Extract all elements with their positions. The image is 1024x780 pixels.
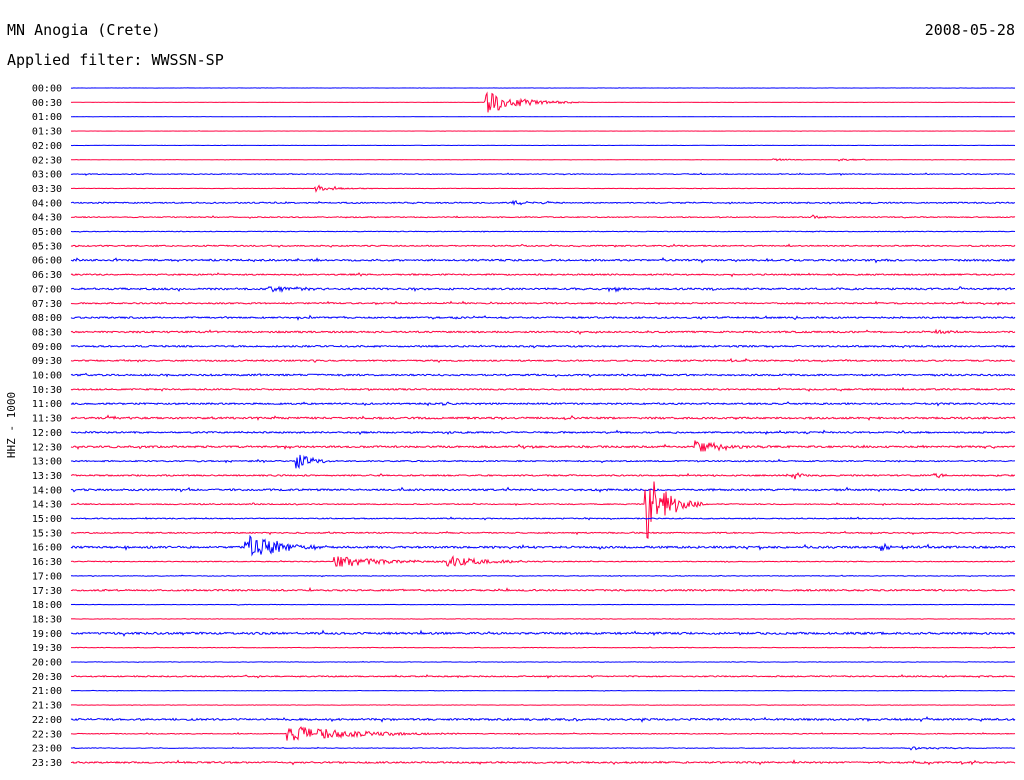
trace-2200: [70, 716, 1016, 723]
trace-1900: [70, 629, 1016, 637]
station-title: MN Anogia (Crete): [7, 21, 161, 39]
trace-2130: [70, 704, 1016, 707]
trace-1630: [70, 555, 1016, 567]
time-label-2200: 22:00: [32, 715, 62, 726]
time-label-0530: 05:30: [32, 241, 62, 252]
trace-0630: [70, 272, 1016, 278]
trace-1800: [70, 603, 1016, 606]
time-label-0200: 02:00: [32, 141, 62, 152]
time-label-2230: 22:30: [32, 729, 62, 740]
time-label-0100: 01:00: [32, 112, 62, 123]
trace-0430: [70, 214, 1016, 220]
trace-1230: [70, 440, 1016, 452]
time-label-0700: 07:00: [32, 284, 62, 295]
time-label-0130: 01:30: [32, 127, 62, 138]
time-label-2330: 23:30: [32, 758, 62, 769]
trace-2100: [70, 689, 1016, 692]
trace-0500: [70, 230, 1016, 233]
trace-0730: [70, 300, 1016, 306]
time-label-0500: 05:00: [32, 227, 62, 238]
time-label-0930: 09:30: [32, 356, 62, 367]
time-label-0330: 03:30: [32, 184, 62, 195]
trace-2030: [71, 673, 1015, 679]
time-label-2130: 21:30: [32, 701, 62, 712]
trace-0600: [70, 257, 1016, 264]
time-label-0000: 00:00: [32, 84, 62, 95]
trace-0230: [70, 158, 1015, 162]
time-label-1500: 15:00: [32, 514, 62, 525]
time-label-1030: 10:30: [32, 385, 62, 396]
trace-1500: [70, 516, 1015, 521]
trace-0830: [70, 328, 1016, 335]
time-label-0400: 04:00: [32, 198, 62, 209]
time-label-1830: 18:30: [32, 614, 62, 625]
time-label-1930: 19:30: [32, 643, 62, 654]
time-label-2030: 20:30: [32, 672, 62, 683]
time-label-1700: 17:00: [32, 571, 62, 582]
trace-0330: [70, 184, 1016, 193]
time-label-1600: 16:00: [32, 543, 62, 554]
time-label-0300: 03:00: [32, 170, 62, 181]
trace-1830: [70, 617, 1016, 620]
trace-0900: [70, 344, 1016, 349]
trace-0700: [70, 285, 1015, 293]
trace-1530: [70, 530, 1016, 536]
time-label-1630: 16:30: [32, 557, 62, 568]
time-label-1430: 14:30: [32, 500, 62, 511]
time-label-0900: 09:00: [32, 342, 62, 353]
trace-2000: [70, 660, 1016, 664]
time-label-1100: 11:00: [32, 399, 62, 410]
time-label-1800: 18:00: [32, 600, 62, 611]
trace-2330: [70, 759, 1016, 766]
trace-1030: [70, 386, 1016, 392]
time-label-0630: 06:30: [32, 270, 62, 281]
trace-1100: [70, 401, 1016, 407]
trace-2230: [70, 726, 1016, 741]
time-label-1330: 13:30: [32, 471, 62, 482]
trace-0530: [70, 243, 1016, 248]
trace-0030: [70, 91, 1016, 113]
time-label-2300: 23:00: [32, 744, 62, 755]
time-label-2100: 21:00: [32, 686, 62, 697]
trace-1000: [70, 372, 1016, 378]
time-label-1900: 19:00: [32, 629, 62, 640]
time-label-1730: 17:30: [32, 586, 62, 597]
trace-1200: [70, 429, 1016, 436]
time-label-1200: 12:00: [32, 428, 62, 439]
filter-subtitle: Applied filter: WWSSN-SP: [7, 51, 224, 69]
trace-0930: [70, 357, 1016, 364]
time-label-1300: 13:00: [32, 457, 62, 468]
time-label-0830: 08:30: [32, 327, 62, 338]
trace-1300: [70, 454, 1015, 470]
time-label-0600: 06:00: [32, 256, 62, 267]
trace-1600: [70, 534, 1016, 557]
trace-0400: [70, 199, 1015, 206]
trace-1430: [70, 481, 1016, 539]
time-label-2000: 20:00: [32, 658, 62, 669]
time-label-1530: 15:30: [32, 528, 62, 539]
trace-1130: [70, 414, 1016, 421]
trace-1700: [70, 574, 1016, 578]
date-label: 2008-05-28: [924, 21, 1015, 39]
time-label-1400: 14:00: [32, 485, 62, 496]
trace-1730: [70, 586, 1016, 592]
time-label-1000: 10:00: [32, 371, 62, 382]
time-label-1230: 12:30: [32, 442, 62, 453]
time-label-0230: 02:30: [32, 155, 62, 166]
time-label-0730: 07:30: [32, 299, 62, 310]
time-label-0430: 04:30: [32, 213, 62, 224]
trace-0300: [70, 172, 1016, 176]
time-label-1130: 11:30: [32, 414, 62, 425]
trace-1330: [70, 472, 1016, 480]
trace-0130: [70, 130, 1016, 132]
trace-2300: [70, 746, 1016, 751]
trace-0800: [70, 314, 1016, 321]
time-label-0030: 00:30: [32, 98, 62, 109]
time-label-0800: 08:00: [32, 313, 62, 324]
trace-1400: [70, 486, 1016, 493]
trace-1930: [71, 646, 1016, 649]
